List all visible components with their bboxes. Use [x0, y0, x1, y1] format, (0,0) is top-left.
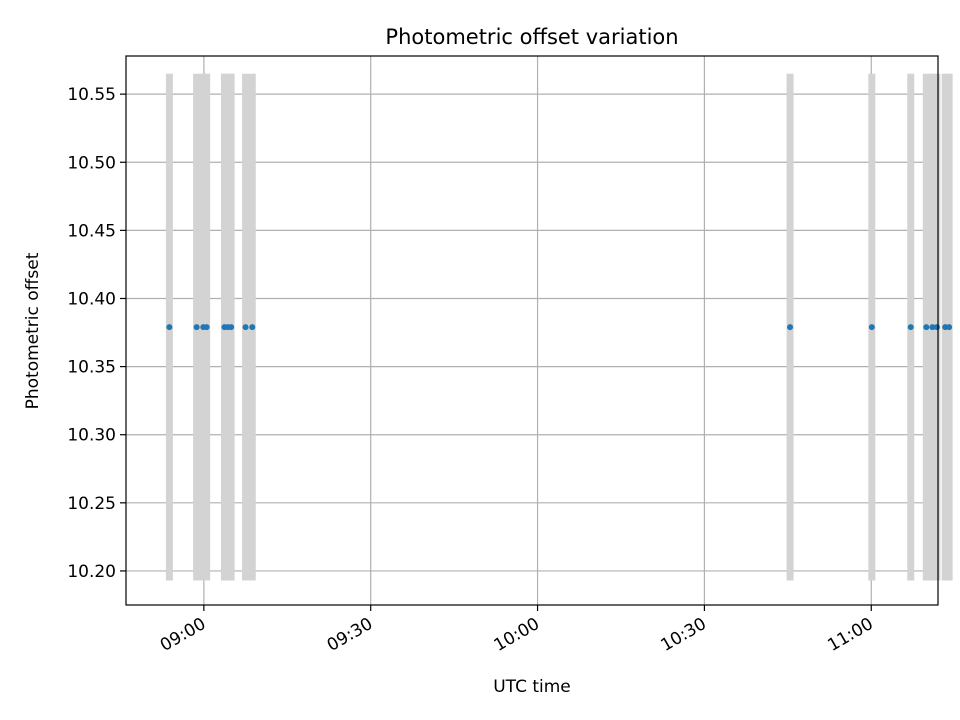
- chart-title: Photometric offset variation: [385, 25, 678, 49]
- y-tick-label: 10.25: [67, 494, 116, 514]
- data-point: [228, 324, 235, 331]
- data-point: [166, 324, 173, 331]
- y-tick-label: 10.35: [67, 358, 116, 378]
- data-point: [787, 324, 794, 331]
- y-tick-label: 10.30: [67, 426, 116, 446]
- data-point: [193, 324, 200, 331]
- y-tick-label: 10.40: [67, 289, 116, 309]
- data-point: [242, 324, 249, 331]
- data-point: [868, 324, 875, 331]
- data-point: [946, 324, 953, 331]
- data-point: [923, 324, 930, 331]
- data-point: [203, 324, 210, 331]
- y-axis-ticks: 10.20 10.25 10.30 10.35 10.40 10.45 10.50 10.55: [67, 85, 126, 582]
- data-point: [929, 324, 936, 331]
- y-axis-label: Photometric offset: [23, 252, 43, 409]
- x-axis-label: UTC time: [493, 677, 571, 697]
- y-tick-label: 10.50: [67, 153, 116, 173]
- data-point: [933, 324, 940, 331]
- data-point: [907, 324, 914, 331]
- data-points: [166, 324, 953, 331]
- y-tick-label: 10.20: [67, 562, 116, 582]
- y-tick-label: 10.45: [67, 221, 116, 241]
- y-tick-label: 10.55: [67, 85, 116, 105]
- data-point: [249, 324, 256, 331]
- plot-area-frame: [125, 55, 939, 606]
